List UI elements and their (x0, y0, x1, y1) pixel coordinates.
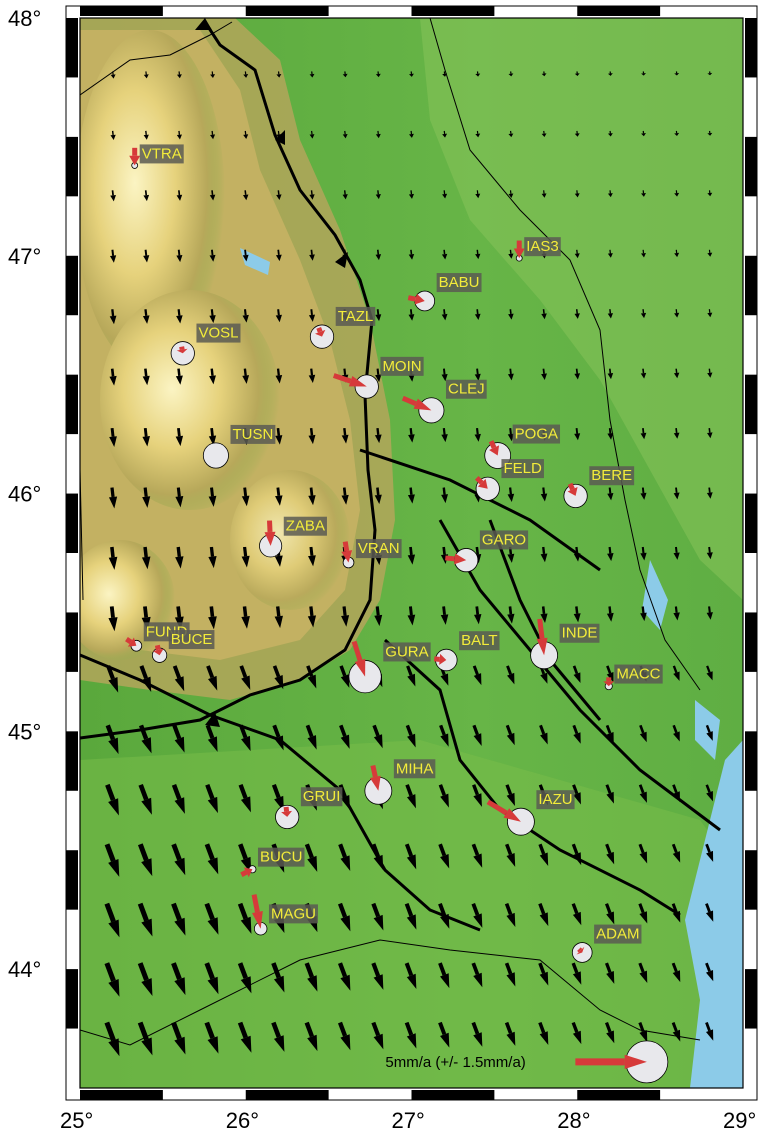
svg-text:POGA: POGA (515, 426, 558, 443)
station-label: INDE (560, 624, 600, 643)
svg-text:MOIN: MOIN (382, 358, 421, 375)
svg-text:BUCE: BUCE (171, 631, 213, 648)
lat-tick-label: 45° (8, 719, 41, 744)
svg-text:ZABA: ZABA (286, 518, 325, 535)
svg-text:MIHA: MIHA (396, 760, 434, 777)
svg-text:BALT: BALT (461, 632, 497, 649)
station-label: ADAM (594, 925, 641, 944)
svg-text:GURA: GURA (385, 643, 428, 660)
svg-text:BUCU: BUCU (260, 849, 303, 866)
lon-tick-label: 27° (392, 1108, 425, 1133)
lat-tick-label: 44° (8, 957, 41, 982)
svg-text:CLEJ: CLEJ (448, 381, 485, 398)
svg-text:VRAN: VRAN (358, 540, 400, 557)
svg-text:ADAM: ADAM (596, 926, 639, 943)
error-ellipse (203, 443, 228, 468)
scale-label: 5mm/a (+/- 1.5mm/a) (385, 1054, 525, 1071)
station-label: MACC (614, 665, 662, 684)
lon-tick-label: 25° (60, 1108, 93, 1133)
lat-tick-label: 46° (8, 482, 41, 507)
lat-tick-label: 48° (8, 6, 41, 31)
station-label: POGA (513, 425, 560, 444)
svg-text:TUSN: TUSN (233, 426, 274, 443)
lon-tick-label: 28° (557, 1108, 590, 1133)
svg-text:VTRA: VTRA (142, 145, 182, 162)
svg-text:INDE: INDE (562, 625, 598, 642)
svg-text:IAS3: IAS3 (526, 238, 559, 255)
station-label: VTRA (140, 144, 184, 163)
station-label: VOSL (196, 324, 240, 343)
station-label: BALT (459, 631, 499, 650)
svg-text:GARO: GARO (482, 531, 526, 548)
station-label: VRAN (356, 539, 402, 558)
svg-text:BABU: BABU (439, 274, 480, 291)
svg-text:TAZL: TAZL (338, 308, 374, 325)
station-label: IAS3 (524, 237, 561, 256)
station-label: MOIN (380, 357, 423, 376)
station-label: MIHA (394, 759, 436, 778)
lon-tick-label: 26° (226, 1108, 259, 1133)
station-label: TAZL (336, 307, 376, 326)
station-label: GARO (480, 530, 528, 549)
svg-text:MACC: MACC (616, 666, 660, 683)
lon-tick-label: 29° (723, 1108, 756, 1133)
svg-text:VOSL: VOSL (198, 325, 238, 342)
station-label: TUSN (231, 425, 276, 444)
svg-text:FELD: FELD (503, 460, 542, 477)
station-label: FELD (501, 459, 544, 478)
svg-text:MAGU: MAGU (271, 905, 316, 922)
station-label: IAZU (536, 790, 574, 809)
station-label: BABU (437, 273, 482, 292)
svg-text:BERE: BERE (591, 467, 632, 484)
station-label: BUCE (169, 630, 215, 649)
station-label: BUCU (258, 848, 305, 867)
lat-tick-label: 47° (8, 244, 41, 269)
station-label: ZABA (284, 517, 327, 536)
station-label: GURA (383, 642, 430, 661)
station-label: MAGU (269, 904, 318, 923)
station-label: BERE (589, 466, 634, 485)
svg-text:IAZU: IAZU (538, 791, 572, 808)
station-label: CLEJ (446, 380, 487, 399)
station-label: GRUI (301, 787, 343, 806)
svg-text:GRUI: GRUI (303, 788, 341, 805)
